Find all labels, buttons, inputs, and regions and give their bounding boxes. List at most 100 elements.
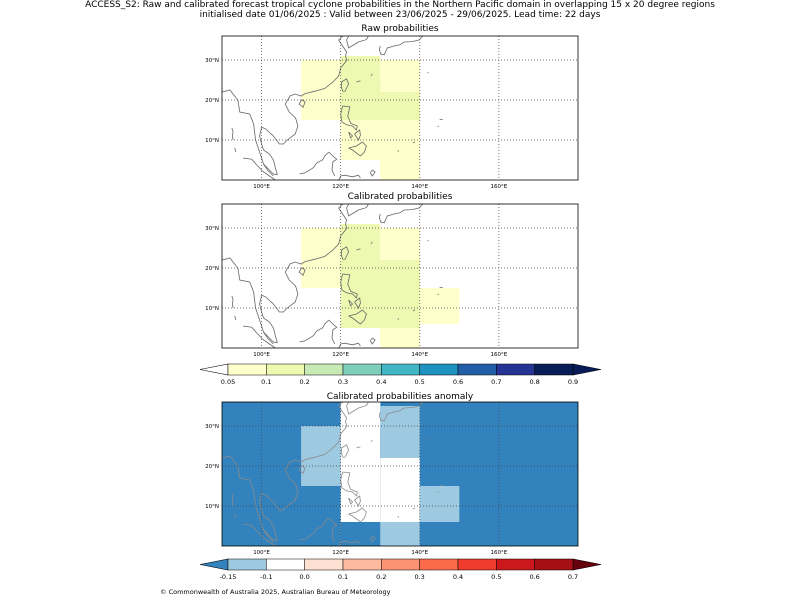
colorbar-segment <box>496 363 535 376</box>
panel-title-raw: Raw probabilities <box>361 24 439 34</box>
colorbar-segment <box>534 558 574 571</box>
lon-tick-label: 100°E <box>253 550 270 556</box>
coastline <box>412 507 416 510</box>
probability-cell <box>340 224 381 328</box>
colorbar-segment <box>304 558 344 571</box>
figure-subtitle: initialised date 01/06/2025 : Valid betw… <box>199 10 601 20</box>
coastline <box>221 257 278 344</box>
coastline <box>341 78 350 93</box>
coastline <box>263 331 274 345</box>
map-frame <box>221 401 579 547</box>
coastline <box>427 437 429 440</box>
coastline <box>340 273 358 299</box>
coastline <box>356 248 361 251</box>
coastline <box>340 471 358 497</box>
coastline <box>369 337 376 345</box>
colorbar-tick-label: 0.2 <box>299 378 309 386</box>
colorbar-tick-label: 0.5 <box>491 573 501 581</box>
coastline <box>263 529 274 543</box>
colorbar-tick-label: 0.4 <box>453 573 463 581</box>
coastline <box>338 342 361 349</box>
coastline <box>348 507 367 523</box>
probability-cell <box>380 92 420 120</box>
coastline <box>328 517 338 543</box>
colorbar-segment <box>227 363 267 376</box>
map-calibrated-probabilities: 100°E 120°E 140°E 160°E 30°N 20°N 10°N <box>205 203 579 358</box>
coastline <box>231 295 234 309</box>
colorbar-segment <box>457 558 497 571</box>
coastline <box>370 241 373 244</box>
coastline <box>341 246 350 261</box>
coastline <box>380 35 424 56</box>
lon-tick-label: 160°E <box>491 550 508 556</box>
lon-tick-label: 140°E <box>411 352 428 358</box>
colorbar-tick-label: 0.6 <box>529 573 539 581</box>
coastline <box>298 267 306 276</box>
coastline <box>299 319 330 343</box>
coastline <box>299 517 330 541</box>
coastline <box>242 523 276 547</box>
figure-title: ACCESS_S2: Raw and calibrated forecast t… <box>85 0 715 10</box>
coastline <box>348 141 367 157</box>
lon-tick-label: 100°E <box>253 352 270 358</box>
coastline <box>348 309 367 325</box>
probability-cell <box>380 60 420 80</box>
colorbar-segment <box>227 558 267 571</box>
coastline <box>370 73 373 76</box>
colorbar-tick-label: 0.3 <box>338 378 348 386</box>
coastline <box>354 297 361 309</box>
coastline <box>369 169 376 177</box>
probability-cell <box>380 228 420 260</box>
colorbar-tick-label: 0.0 <box>299 573 309 581</box>
colorbar-segment <box>496 558 535 571</box>
colorbar-segment <box>342 558 382 571</box>
probability-cell <box>419 486 460 522</box>
probability-cell <box>301 60 341 120</box>
coastline <box>437 125 440 128</box>
coastline <box>259 203 348 343</box>
lon-tick-label: 140°E <box>411 184 428 190</box>
colorbar-over-triangle <box>572 558 602 571</box>
lat-tick-label: 30°N <box>205 424 219 430</box>
coastline <box>346 35 369 49</box>
colorbar-segment <box>266 558 305 571</box>
coastline <box>348 131 354 139</box>
probability-cell <box>372 80 381 100</box>
coastline <box>263 163 274 177</box>
colorbar-tick-label: -0.15 <box>220 573 237 581</box>
lat-tick-label: 20°N <box>205 266 219 272</box>
map-raw-probabilities: 100°E 120°E 140°E 160°E 30°N 20°N 10°N <box>205 35 579 190</box>
colorbar-segment <box>381 558 420 571</box>
probability-cell <box>301 228 341 288</box>
coastline <box>221 89 278 176</box>
probability-cell <box>380 160 420 180</box>
coastline <box>242 157 276 181</box>
colorbar-tick-label: 0.1 <box>261 378 271 386</box>
colorbar-tick-label: 0.7 <box>568 573 578 581</box>
coastline <box>234 513 237 519</box>
colorbar-anomaly: -0.15 -0.1 0.0 0.1 0.2 0.3 0.4 0.5 0.6 0.7 <box>199 558 602 581</box>
probability-cell <box>301 426 341 486</box>
coastline <box>231 493 234 507</box>
coastline <box>356 446 361 449</box>
coastline <box>412 141 416 144</box>
lat-tick-label: 20°N <box>205 464 219 470</box>
coastline <box>369 535 376 543</box>
coastline <box>328 151 338 177</box>
lat-tick-label: 20°N <box>205 98 219 104</box>
colorbar-probability: 0.05 0.1 0.2 0.3 0.4 0.5 0.6 0.7 0.8 0.9 <box>199 363 602 386</box>
coastline <box>412 309 416 312</box>
lat-tick-label: 30°N <box>205 58 219 64</box>
coastline <box>298 465 306 474</box>
coastline <box>346 401 369 415</box>
coastline <box>348 497 354 505</box>
probability-cell <box>340 522 381 546</box>
coastline <box>348 299 354 307</box>
coastline <box>346 203 369 217</box>
coastline <box>259 35 348 175</box>
colorbar-under-triangle <box>199 363 229 376</box>
colorbar-tick-label: 0.05 <box>221 378 235 386</box>
panel-title-anomaly: Calibrated probabilities anomaly <box>326 392 474 402</box>
lon-tick-label: 140°E <box>411 550 428 556</box>
colorbar-tick-label: -0.1 <box>260 573 273 581</box>
